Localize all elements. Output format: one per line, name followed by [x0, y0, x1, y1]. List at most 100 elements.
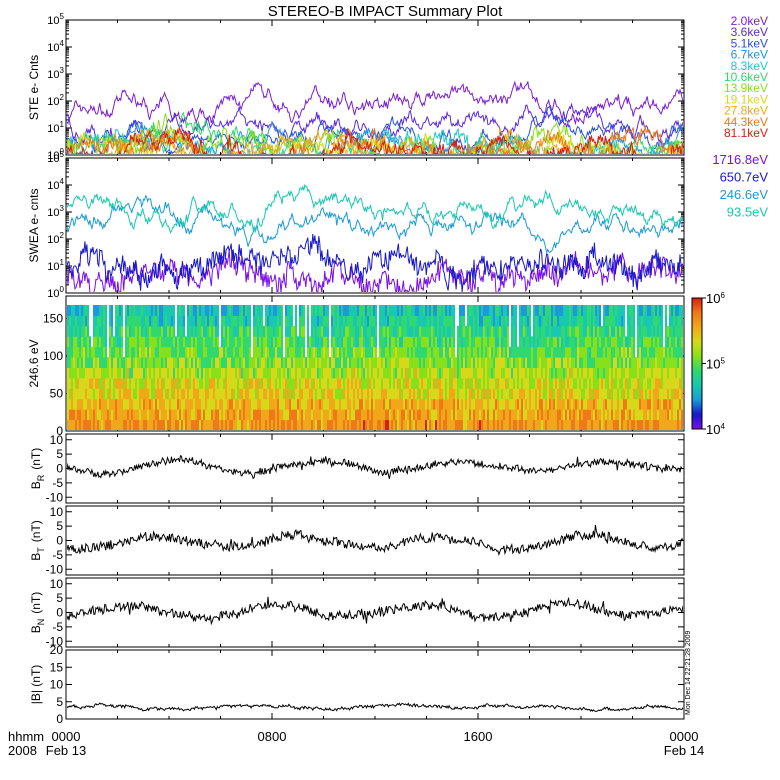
- heatmap-cell: [593, 346, 595, 358]
- heatmap-cell: [643, 398, 645, 410]
- heatmap-cell: [271, 398, 273, 410]
- heatmap-cell: [167, 377, 169, 389]
- heatmap-cell: [491, 419, 493, 430]
- heatmap-cell: [429, 305, 431, 316]
- heatmap-cell: [435, 388, 437, 400]
- heatmap-cell: [353, 388, 355, 400]
- heatmap-cell: [383, 315, 385, 327]
- heatmap-cell: [509, 398, 511, 410]
- heatmap-cell: [131, 367, 133, 379]
- heatmap-cell: [603, 409, 605, 421]
- heatmap-cell: [217, 336, 219, 348]
- heatmap-cell: [573, 388, 575, 400]
- heatmap-cell: [439, 419, 441, 430]
- heatmap-cell: [139, 388, 141, 400]
- x-date-label: Feb 14: [664, 743, 704, 758]
- heatmap-cell: [621, 336, 623, 348]
- legend-ste-6: 10.6keV: [724, 70, 768, 84]
- heatmap-cell: [609, 315, 611, 327]
- heatmap-cell: [71, 325, 73, 337]
- heatmap-cell: [363, 305, 365, 316]
- heatmap-cell: [247, 367, 249, 379]
- heatmap-cell: [313, 398, 315, 410]
- heatmap-cell: [287, 367, 289, 379]
- heatmap-cell: [249, 377, 251, 389]
- heatmap-cell: [85, 357, 87, 368]
- heatmap-cell: [597, 377, 599, 389]
- heatmap-cell: [391, 419, 393, 430]
- heatmap-cell: [177, 346, 179, 358]
- heatmap-cell: [485, 398, 487, 410]
- heatmap-cell: [583, 388, 585, 400]
- heatmap-cell: [299, 346, 301, 358]
- heatmap-cell: [287, 377, 289, 389]
- heatmap-cell: [621, 367, 623, 379]
- heatmap-cell: [321, 346, 323, 358]
- heatmap-cell: [165, 315, 167, 327]
- heatmap-cell: [435, 377, 437, 389]
- heatmap-cell: [427, 377, 429, 389]
- heatmap-cell: [417, 357, 419, 368]
- heatmap-cell: [149, 315, 151, 327]
- heatmap-cell: [599, 325, 601, 337]
- heatmap-cell: [315, 336, 317, 348]
- heatmap-cell: [69, 357, 71, 368]
- colorbar-tick-label: 104: [706, 422, 725, 437]
- heatmap-cell: [371, 305, 373, 316]
- heatmap-cell: [637, 357, 639, 368]
- heatmap-cell: [335, 419, 337, 430]
- heatmap-cell: [491, 357, 493, 368]
- heatmap-cell: [141, 398, 143, 410]
- heatmap-cell: [119, 388, 121, 400]
- heatmap-cell: [323, 336, 325, 348]
- heatmap-cell: [581, 388, 583, 400]
- heatmap-cell: [75, 367, 77, 379]
- heatmap-cell: [677, 325, 679, 337]
- heatmap-cell: [241, 409, 243, 421]
- heatmap-cell: [157, 346, 159, 358]
- heatmap-cell: [265, 398, 267, 410]
- heatmap-cell: [609, 357, 611, 368]
- heatmap-cell: [487, 357, 489, 368]
- y-tick-label: 50: [50, 387, 64, 401]
- heatmap-cell: [437, 346, 439, 358]
- heatmap-cell: [283, 409, 285, 421]
- heatmap-cell: [183, 346, 185, 358]
- heatmap-cell: [419, 409, 421, 421]
- heatmap-cell: [241, 336, 243, 348]
- heatmap-cell: [99, 325, 101, 337]
- heatmap-cell: [581, 357, 583, 368]
- heatmap-cell: [273, 398, 275, 410]
- heatmap-cell: [373, 409, 375, 421]
- heatmap-cell: [215, 325, 217, 337]
- heatmap-cell: [407, 409, 409, 421]
- heatmap-cell: [259, 419, 261, 430]
- heatmap-cell: [391, 367, 393, 379]
- heatmap-cell: [261, 419, 263, 430]
- heatmap-cell: [647, 325, 649, 337]
- heatmap-cell: [151, 325, 153, 337]
- heatmap-cell: [333, 305, 335, 316]
- heatmap-cell: [399, 357, 401, 368]
- heatmap-cell: [443, 409, 445, 421]
- heatmap-cell: [595, 357, 597, 368]
- heatmap-cell: [219, 409, 221, 421]
- heatmap-cell: [293, 357, 295, 368]
- heatmap-cell: [453, 419, 455, 430]
- heatmap-cell: [599, 346, 601, 358]
- heatmap-cell: [499, 325, 501, 337]
- heatmap-cell: [151, 346, 153, 358]
- heatmap-cell: [307, 398, 309, 410]
- heatmap-cell: [191, 336, 193, 348]
- panel-data: [67, 702, 683, 712]
- heatmap-cell: [441, 388, 443, 400]
- heatmap-cell: [99, 419, 101, 430]
- heatmap-cell: [463, 346, 465, 358]
- heatmap-cell: [647, 357, 649, 368]
- heatmap-cell: [537, 325, 539, 337]
- heatmap-cell: [221, 336, 223, 348]
- heatmap-cell: [205, 409, 207, 421]
- heatmap-cell: [147, 315, 149, 327]
- heatmap-cell: [91, 409, 93, 421]
- heatmap-cell: [551, 377, 553, 389]
